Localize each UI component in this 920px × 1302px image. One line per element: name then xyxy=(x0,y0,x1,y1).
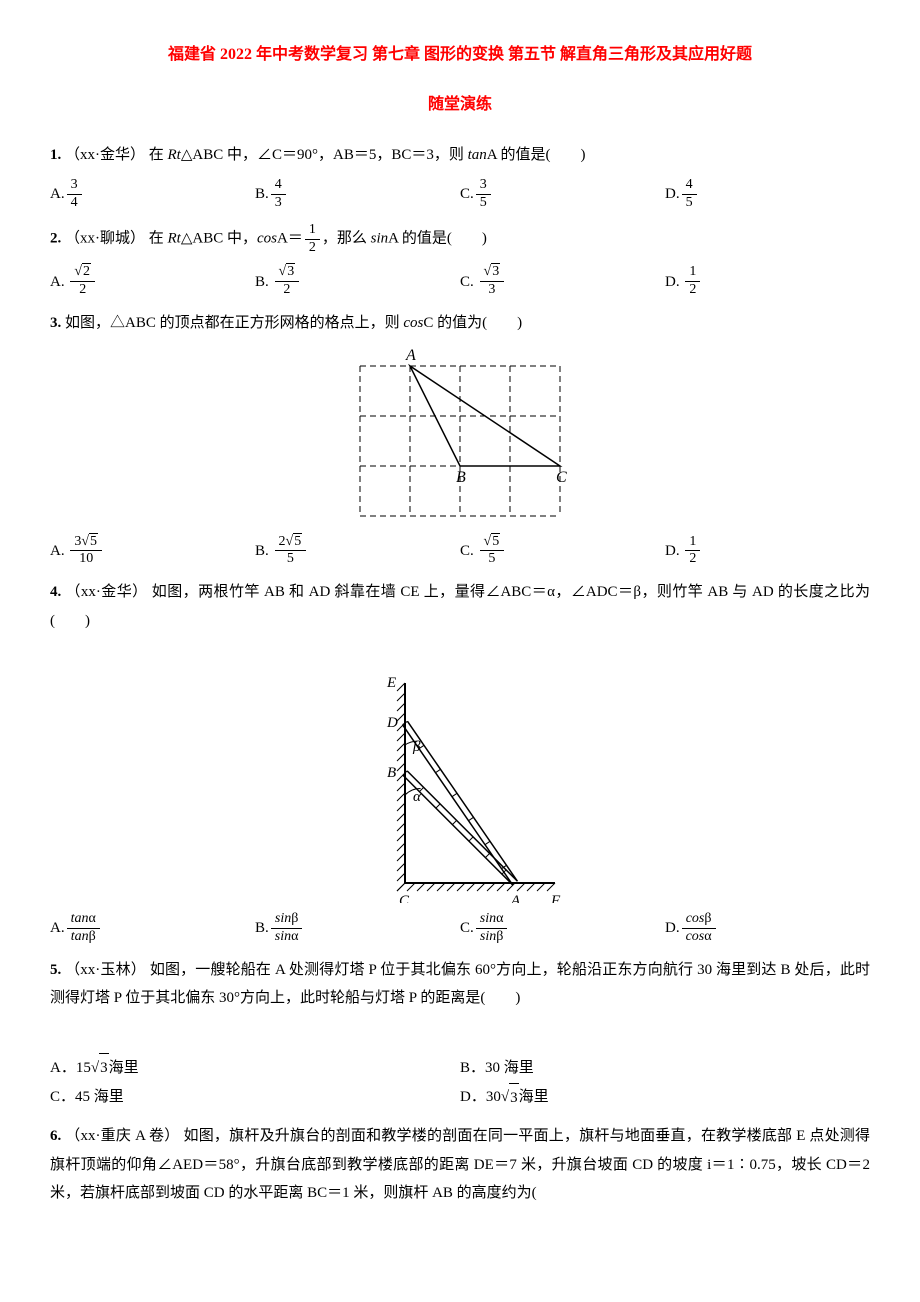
q4-figure: E D B C A Fα β xyxy=(50,643,870,903)
q4-opt-d: D.cosβcosα xyxy=(665,911,870,946)
svg-text:D: D xyxy=(386,715,398,731)
svg-text:α: α xyxy=(413,789,422,805)
page-title: 福建省 2022 年中考数学复习 第七章 图形的变换 第五节 解直角三角形及其应… xyxy=(50,40,870,70)
q3-opt-c: C. √55 xyxy=(460,534,665,569)
q4-opt-b: B.sinβsinα xyxy=(255,911,460,946)
q2-opt-d: D. 12 xyxy=(665,264,870,299)
svg-text:C: C xyxy=(399,893,410,903)
svg-text:F: F xyxy=(550,893,561,903)
q5-opt-d: D．30√3海里 xyxy=(460,1083,870,1113)
svg-text:E: E xyxy=(386,675,396,691)
q1-opt-a: A.34 xyxy=(50,177,255,212)
svg-text:A: A xyxy=(405,347,416,364)
q3-opt-a: A. 3√510 xyxy=(50,534,255,569)
q5-opt-c: C．45 海里 xyxy=(50,1083,460,1113)
question-2: 2. （xx·聊城） 在 Rt△ABC 中，cosA＝12，那么 sinA 的值… xyxy=(50,222,870,257)
question-4: 4. （xx·金华） 如图，两根竹竿 AB 和 AD 斜靠在墙 CE 上，量得∠… xyxy=(50,578,870,635)
q3-opt-b: B. 2√55 xyxy=(255,534,460,569)
q2-options: A. √22 B. √32 C. √33 D. 12 xyxy=(50,264,870,299)
q4-opt-a: A.tanαtanβ xyxy=(50,911,255,946)
question-3: 3. 如图，△ABC 的顶点都在正方形网格的格点上，则 cosC 的值为( ) xyxy=(50,309,870,338)
question-5: 5. （xx·玉林） 如图，一艘轮船在 A 处测得灯塔 P 位于其北偏东 60°… xyxy=(50,956,870,1013)
svg-text:C: C xyxy=(556,469,567,486)
q5-opt-b: B．30 海里 xyxy=(460,1053,870,1083)
q1-opt-b: B.43 xyxy=(255,177,460,212)
q2-opt-b: B. √32 xyxy=(255,264,460,299)
svg-text:β: β xyxy=(412,739,421,755)
q3-opt-d: D. 12 xyxy=(665,534,870,569)
q3-figure: A B C xyxy=(50,346,870,526)
q2-opt-a: A. √22 xyxy=(50,264,255,299)
q1-num: 1. xyxy=(50,147,61,163)
q5-options: A．15√3海里 B．30 海里 C．45 海里 D．30√3海里 xyxy=(50,1053,870,1112)
svg-text:B: B xyxy=(456,469,466,486)
q1-src: （xx·金华） xyxy=(65,147,145,163)
question-1: 1. （xx·金华） 在 Rt△ABC 中，∠C＝90°，AB＝5，BC＝3，则… xyxy=(50,141,870,170)
q1-opt-c: C.35 xyxy=(460,177,665,212)
q4-options: A.tanαtanβ B.sinβsinα C.sinαsinβ D.cosβc… xyxy=(50,911,870,946)
q1-options: A.34 B.43 C.35 D.45 xyxy=(50,177,870,212)
q1-opt-d: D.45 xyxy=(665,177,870,212)
svg-text:B: B xyxy=(387,765,396,781)
q3-options: A. 3√510 B. 2√55 C. √55 D. 12 xyxy=(50,534,870,569)
page-subtitle: 随堂演练 xyxy=(50,90,870,120)
q2-opt-c: C. √33 xyxy=(460,264,665,299)
q5-opt-a: A．15√3海里 xyxy=(50,1053,460,1083)
question-6: 6. （xx·重庆 A 卷） 如图，旗杆及升旗台的剖面和教学楼的剖面在同一平面上… xyxy=(50,1122,870,1208)
q4-opt-c: C.sinαsinβ xyxy=(460,911,665,946)
svg-text:A: A xyxy=(510,893,521,903)
